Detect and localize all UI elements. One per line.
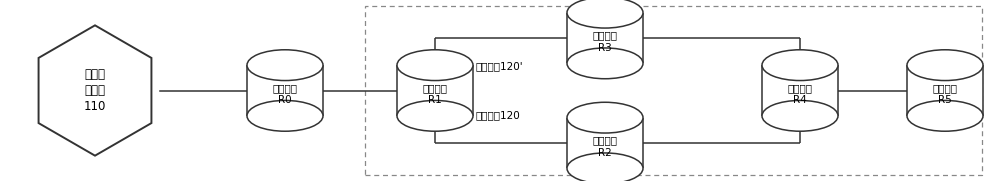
- Text: 网络节点
R2: 网络节点 R2: [592, 135, 618, 158]
- Text: 网络节点
R1: 网络节点 R1: [422, 83, 448, 105]
- Polygon shape: [907, 65, 983, 116]
- Ellipse shape: [567, 0, 643, 28]
- Text: 网络节点
R3: 网络节点 R3: [592, 30, 618, 53]
- Ellipse shape: [567, 48, 643, 79]
- Text: 等价路径120': 等价路径120': [475, 61, 523, 71]
- Text: 网络检
测设备
110: 网络检 测设备 110: [84, 68, 106, 113]
- Ellipse shape: [567, 102, 643, 133]
- Polygon shape: [762, 65, 838, 116]
- Ellipse shape: [762, 100, 838, 131]
- Polygon shape: [39, 25, 151, 156]
- Text: 网络节点
R0: 网络节点 R0: [272, 83, 298, 105]
- Text: 等价路径120: 等价路径120: [475, 110, 520, 120]
- Ellipse shape: [397, 50, 473, 81]
- Ellipse shape: [907, 100, 983, 131]
- Text: 网络节点
R4: 网络节点 R4: [788, 83, 812, 105]
- Polygon shape: [567, 13, 643, 63]
- Ellipse shape: [397, 100, 473, 131]
- Text: 网络节点
R5: 网络节点 R5: [932, 83, 958, 105]
- Ellipse shape: [247, 50, 323, 81]
- Polygon shape: [247, 65, 323, 116]
- Ellipse shape: [762, 50, 838, 81]
- Ellipse shape: [247, 100, 323, 131]
- Polygon shape: [567, 118, 643, 168]
- Ellipse shape: [907, 50, 983, 81]
- Polygon shape: [397, 65, 473, 116]
- Ellipse shape: [567, 153, 643, 181]
